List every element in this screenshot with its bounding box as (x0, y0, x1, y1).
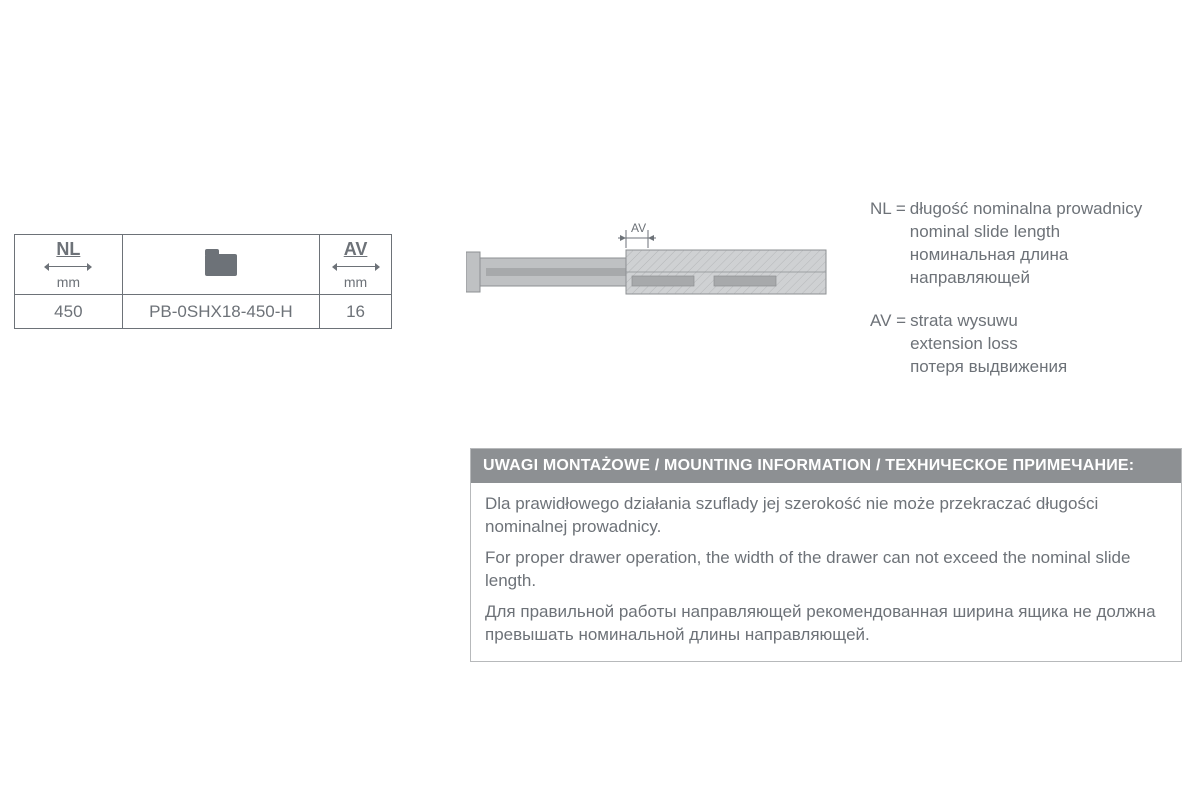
info-paragraph: Dla prawidłowego działania szuflady jej … (485, 493, 1167, 539)
folder-icon (205, 254, 237, 276)
legend-key: AV = (870, 310, 906, 379)
legend-defs: strata wysuwu extension loss потеря выдв… (906, 310, 1067, 379)
legend-line: strata wysuwu (910, 310, 1067, 333)
legend-line: extension loss (910, 333, 1067, 356)
spec-table: NL mm AV mm 450 PB-0SHX18-450-H 16 (14, 234, 392, 329)
dimension-arrow-icon (46, 262, 90, 272)
legend-item-av: AV = strata wysuwu extension loss потеря… (870, 310, 1180, 379)
legend-line: потеря выдвижения (910, 356, 1067, 379)
nl-unit: mm (57, 274, 80, 290)
legend-line: номинальная длина (910, 244, 1142, 267)
legend-line: направляющей (910, 267, 1142, 290)
legend: NL = długość nominalna prowadnicy nomina… (870, 198, 1180, 399)
legend-line: długość nominalna prowadnicy (910, 198, 1142, 221)
slide-diagram: AV (466, 222, 831, 312)
legend-key: NL = (870, 198, 906, 290)
info-paragraph: Для правильной работы направляющей реком… (485, 601, 1167, 647)
spec-col-nl-header: NL mm (15, 235, 123, 295)
av-label: AV (344, 239, 368, 260)
mounting-info-body: Dla prawidłowego działania szuflady jej … (471, 483, 1181, 661)
endcap (466, 252, 480, 292)
spec-col-av-header: AV mm (320, 235, 392, 295)
code-value: PB-0SHX18-450-H (122, 295, 319, 329)
slide-extended (626, 250, 826, 294)
legend-item-nl: NL = długość nominalna prowadnicy nomina… (870, 198, 1180, 290)
av-dimension: AV (618, 222, 656, 248)
legend-defs: długość nominalna prowadnicy nominal sli… (906, 198, 1142, 290)
mounting-info-header: UWAGI MONTAŻOWE / MOUNTING INFORMATION /… (471, 449, 1181, 483)
av-value: 16 (320, 295, 392, 329)
slide-diagram-svg: AV (466, 222, 831, 322)
nl-value: 450 (15, 295, 123, 329)
dimension-arrow-icon (334, 262, 378, 272)
table-row: 450 PB-0SHX18-450-H 16 (15, 295, 392, 329)
nl-label: NL (56, 239, 80, 260)
spec-col-code-header (122, 235, 319, 295)
av-dim-label: AV (631, 222, 646, 235)
info-paragraph: For proper drawer operation, the width o… (485, 547, 1167, 593)
av-unit: mm (344, 274, 367, 290)
legend-line: nominal slide length (910, 221, 1142, 244)
mounting-info-box: UWAGI MONTAŻOWE / MOUNTING INFORMATION /… (470, 448, 1182, 662)
